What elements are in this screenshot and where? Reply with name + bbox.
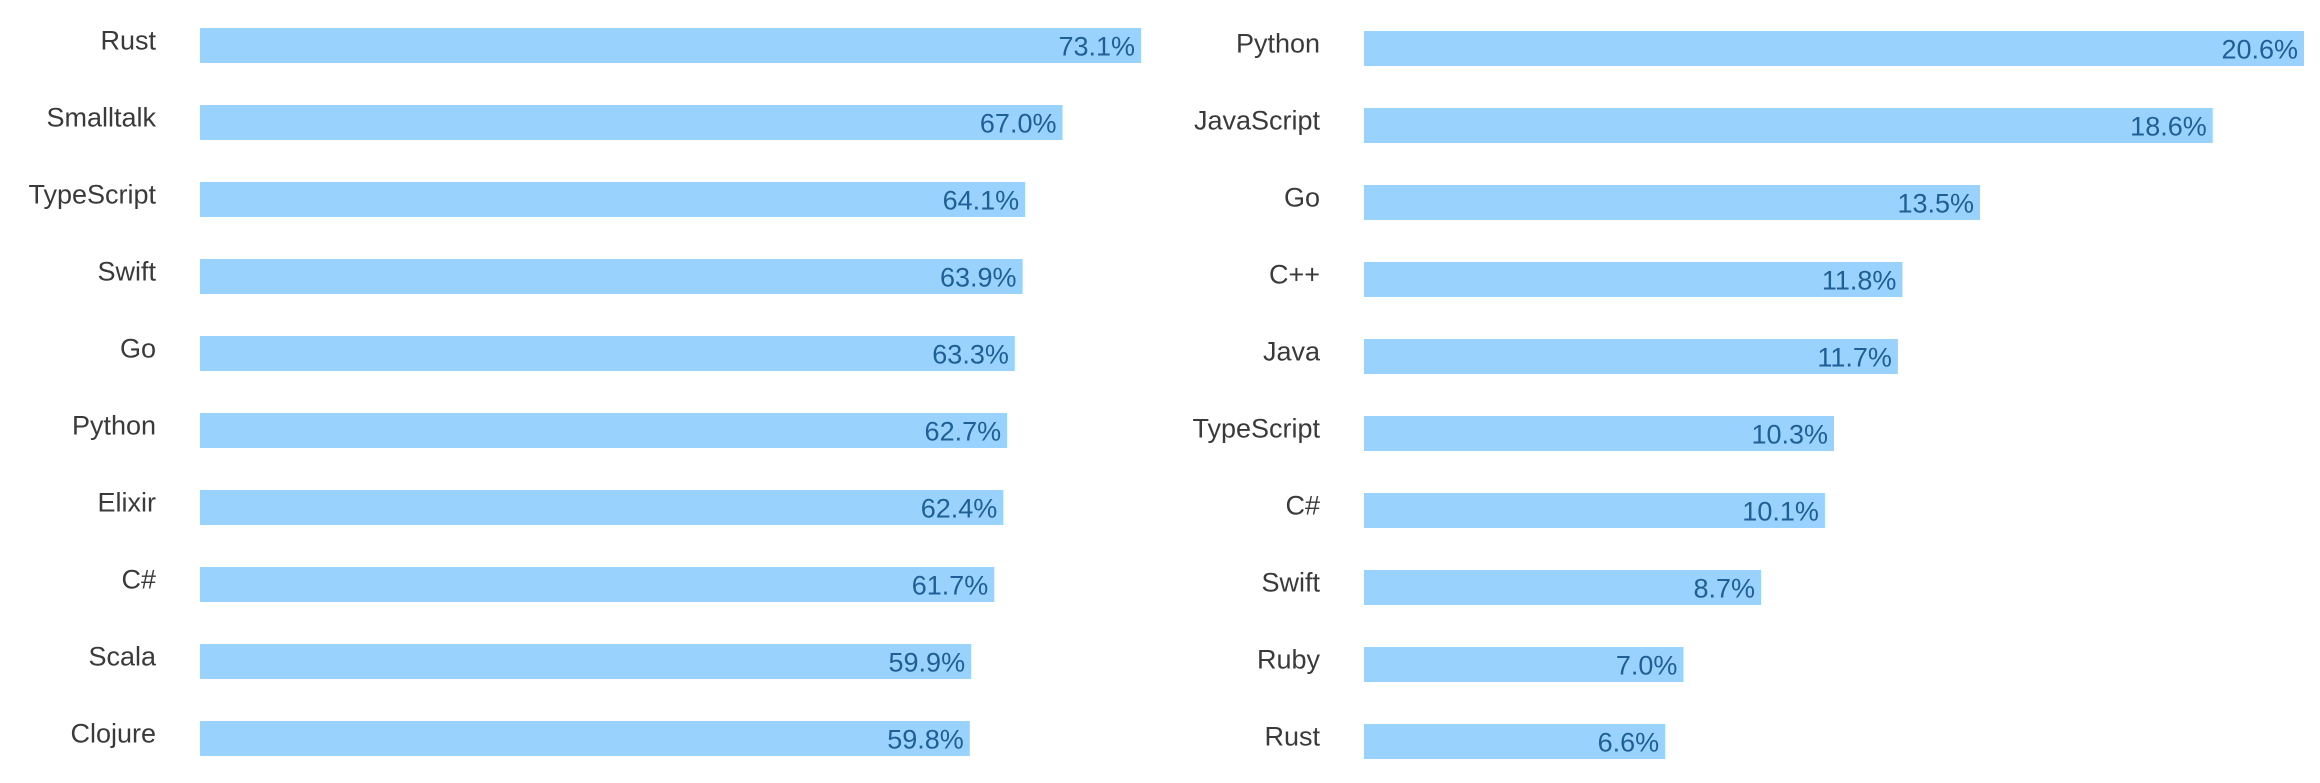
right-value-label-2: 13.5%: [1897, 189, 1974, 219]
right-bar-3: [1364, 262, 1903, 297]
right-bar-1: [1364, 108, 2213, 143]
right-value-label-1: 18.6%: [2130, 112, 2207, 142]
right-bar-8: [1364, 647, 1684, 682]
left-bar-0: [200, 28, 1141, 63]
left-value-label-0: 73.1%: [1058, 32, 1135, 62]
right-value-label-4: 11.7%: [1817, 343, 1892, 373]
left-value-label-3: 63.9%: [940, 263, 1017, 293]
left-bar-3: [200, 259, 1023, 294]
left-bar-4: [200, 336, 1015, 371]
left-category-label-5: Python: [72, 411, 156, 441]
left-value-label-1: 67.0%: [980, 109, 1057, 139]
right-bar-9: [1364, 724, 1666, 759]
left-category-label-3: Swift: [97, 257, 156, 287]
left-bar-chart: Rust 73.1% Smalltalk 67.0% TypeScript 64.1% Sw…: [28, 26, 1141, 756]
right-category-label-3: C++: [1269, 260, 1320, 290]
right-bar-0: [1364, 31, 2304, 66]
right-value-label-8: 7.0%: [1616, 651, 1678, 681]
right-value-label-3: 11.8%: [1822, 266, 1897, 296]
left-bar-9: [200, 721, 970, 756]
left-value-label-8: 59.9%: [889, 648, 966, 678]
right-category-label-1: JavaScript: [1194, 106, 1321, 136]
left-bar-2: [200, 182, 1026, 217]
right-category-label-4: Java: [1263, 337, 1321, 367]
left-category-label-6: Elixir: [98, 488, 157, 518]
left-value-label-6: 62.4%: [921, 494, 998, 524]
left-bar-7: [200, 567, 995, 602]
left-bar-8: [200, 644, 972, 679]
left-category-label-4: Go: [120, 334, 156, 364]
left-category-label-7: C#: [121, 565, 156, 595]
right-category-label-6: C#: [1285, 491, 1320, 521]
right-value-label-7: 8.7%: [1693, 574, 1755, 604]
left-value-label-5: 62.7%: [925, 417, 1002, 447]
left-bar-1: [200, 105, 1063, 140]
left-bar-6: [200, 490, 1004, 525]
left-value-label-2: 64.1%: [943, 186, 1020, 216]
right-category-label-9: Rust: [1264, 722, 1320, 752]
right-bar-5: [1364, 416, 1834, 451]
left-category-label-8: Scala: [88, 642, 157, 672]
right-category-label-5: TypeScript: [1192, 414, 1320, 444]
right-bar-7: [1364, 570, 1761, 605]
right-bar-4: [1364, 339, 1898, 374]
left-bar-5: [200, 413, 1008, 448]
left-value-label-9: 59.8%: [887, 725, 964, 755]
right-category-label-2: Go: [1284, 183, 1320, 213]
left-category-label-9: Clojure: [70, 719, 156, 749]
left-category-label-1: Smalltalk: [46, 103, 156, 133]
right-bar-2: [1364, 185, 1980, 220]
right-value-label-0: 20.6%: [2221, 35, 2298, 65]
right-value-label-6: 10.1%: [1742, 497, 1819, 527]
left-category-label-2: TypeScript: [28, 180, 156, 210]
left-value-label-4: 63.3%: [932, 340, 1009, 370]
right-bar-6: [1364, 493, 1825, 528]
right-category-label-8: Ruby: [1257, 645, 1321, 675]
right-category-label-0: Python: [1236, 29, 1320, 59]
right-value-label-5: 10.3%: [1751, 420, 1828, 450]
right-value-label-9: 6.6%: [1598, 728, 1660, 758]
right-bar-chart: Python 20.6% JavaScript 18.6% Go 13.5% C++ 11.8…: [1192, 29, 2304, 759]
left-category-label-0: Rust: [100, 26, 156, 56]
left-value-label-7: 61.7%: [912, 571, 989, 601]
right-category-label-7: Swift: [1261, 568, 1320, 598]
